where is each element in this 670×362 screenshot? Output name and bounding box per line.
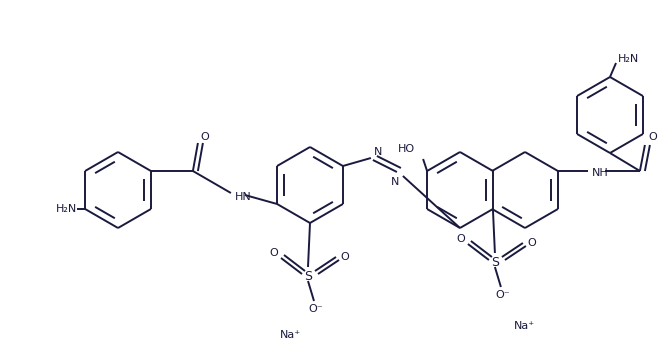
Text: O: O bbox=[200, 132, 209, 142]
Text: S: S bbox=[304, 270, 312, 283]
Text: Na⁺: Na⁺ bbox=[279, 330, 301, 340]
Text: O: O bbox=[649, 132, 657, 142]
Text: O⁻: O⁻ bbox=[496, 290, 511, 300]
Text: O: O bbox=[527, 238, 536, 248]
Text: H₂N: H₂N bbox=[618, 54, 639, 64]
Text: O: O bbox=[269, 248, 278, 258]
Text: H₂N: H₂N bbox=[56, 204, 77, 214]
Text: Na⁺: Na⁺ bbox=[515, 321, 535, 331]
Text: NH: NH bbox=[592, 168, 608, 178]
Text: O: O bbox=[340, 252, 349, 262]
Text: O⁻: O⁻ bbox=[309, 304, 324, 314]
Text: HO: HO bbox=[398, 144, 415, 154]
Text: O: O bbox=[456, 234, 465, 244]
Text: N: N bbox=[374, 147, 383, 157]
Text: N: N bbox=[391, 177, 399, 187]
Text: S: S bbox=[491, 257, 499, 269]
Text: HN: HN bbox=[235, 192, 252, 202]
